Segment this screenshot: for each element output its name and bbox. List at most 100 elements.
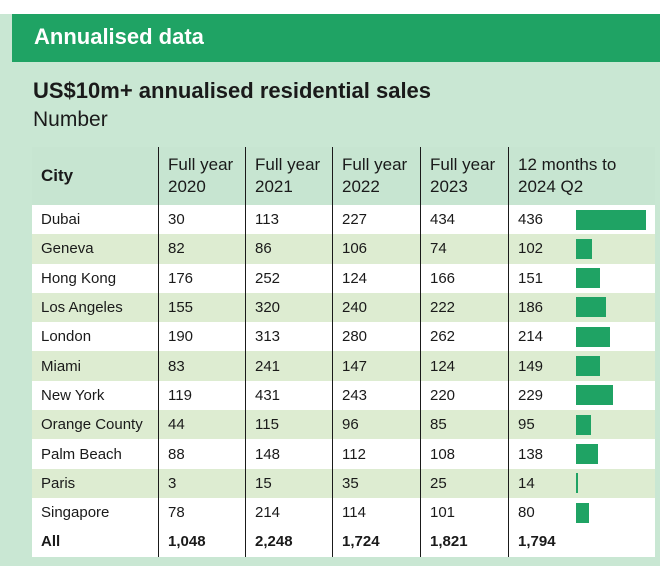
value-cell: 434: [420, 205, 508, 235]
city-cell: New York: [41, 386, 105, 404]
column-header: 12 months to 2024 Q2: [508, 147, 655, 205]
value-cell: 320: [245, 292, 332, 323]
value-cell: 155: [158, 292, 245, 323]
city-cell: Los Angeles: [41, 299, 123, 317]
value-cell: 35: [332, 468, 420, 498]
column-header-line: 2022: [342, 177, 380, 196]
column-header-line: 2020: [168, 177, 206, 196]
value-cell: 78: [158, 497, 245, 528]
table-row: London 190 313 280 262 214: [32, 322, 655, 352]
value-cell: 95: [508, 410, 655, 440]
total-value-cell: 2,248: [245, 527, 332, 557]
value-cell: 176: [158, 263, 245, 293]
data-bar: [576, 502, 589, 523]
data-bar: [576, 414, 592, 435]
data-bar: [576, 473, 579, 494]
total-value-cell: 1,724: [332, 527, 420, 557]
value-cell: 3: [158, 468, 245, 498]
value-cell: 115: [245, 410, 332, 440]
table-header-row: City Full year 2020 Full year 2021 Full year 2…: [32, 147, 655, 205]
value-cell: 113: [245, 205, 332, 235]
value-cell: 80: [508, 497, 655, 528]
table-row: Singapore 78 214 114 101 80: [32, 497, 655, 528]
value-cell: 262: [420, 322, 508, 352]
value-cell: 74: [420, 234, 508, 264]
table-total-row: All 1,048 2,248 1,724 1,821 1,794: [32, 527, 655, 557]
value-cell: 149: [508, 351, 655, 381]
value-cell: 243: [332, 380, 420, 411]
value-cell: 96: [332, 410, 420, 440]
value-cell: 119: [158, 380, 245, 411]
value-cell: 214: [508, 322, 655, 352]
total-value-cell: 1,794: [508, 527, 655, 557]
city-cell: Paris: [41, 474, 76, 492]
value-cell: 15: [245, 468, 332, 498]
table-row: Paris 3 15 35 25 14: [32, 468, 655, 498]
value-cell: 102: [508, 234, 655, 264]
value-cell: 30: [158, 205, 245, 235]
column-header-line: Full year: [255, 155, 321, 174]
data-bar: [576, 297, 606, 318]
column-header: City: [41, 166, 74, 185]
value-cell: 222: [420, 292, 508, 323]
city-cell: Miami: [41, 357, 81, 375]
column-header-line: Full year: [342, 155, 408, 174]
value-cell: 138: [508, 439, 655, 469]
value-cell: 147: [332, 351, 420, 381]
column-header-text: Full year 2022: [342, 154, 407, 198]
value-cell: 190: [158, 322, 245, 352]
city-cell: Geneva: [41, 240, 94, 258]
column-header-line: 2023: [430, 177, 468, 196]
value-cell: 85: [420, 410, 508, 440]
value-cell: 166: [420, 263, 508, 293]
value-cell: 241: [245, 351, 332, 381]
column-header: Full year 2021: [245, 147, 332, 205]
data-bar: [576, 238, 593, 259]
data-bar: [576, 385, 613, 406]
column-header-line: 2021: [255, 177, 293, 196]
sales-table: City Full year 2020 Full year 2021 Full year 2…: [32, 147, 655, 557]
value-cell: 124: [332, 263, 420, 293]
chart-title: US$10m+ annualised residential sales: [33, 78, 432, 103]
value-cell: 44: [158, 410, 245, 440]
column-header-text: Full year 2021: [255, 154, 320, 198]
city-cell: Hong Kong: [41, 269, 117, 287]
value-cell: 186: [508, 292, 655, 323]
table-row: New York 119 431 243 220 229: [32, 380, 655, 411]
value-cell: 14: [508, 468, 655, 498]
column-header-line: Full year: [168, 155, 234, 174]
city-cell: Orange County: [41, 416, 143, 434]
data-bar: [576, 326, 611, 347]
top-strip: [0, 0, 660, 14]
value-cell: 82: [158, 234, 245, 264]
value-cell: 83: [158, 351, 245, 381]
value-cell: 101: [420, 497, 508, 528]
table-row: Geneva 82 86 106 74 102: [32, 234, 655, 264]
table-row: Palm Beach 88 148 112 108 138: [32, 439, 655, 469]
city-cell: Singapore: [41, 504, 110, 522]
column-header-text: Full year 2020: [168, 154, 233, 198]
value-cell: 148: [245, 439, 332, 469]
total-value-cell: 1,821: [420, 527, 508, 557]
value-cell: 86: [245, 234, 332, 264]
city-cell: London: [41, 328, 92, 346]
value-cell: 240: [332, 292, 420, 323]
value-cell: 112: [332, 439, 420, 469]
value-cell: 214: [245, 497, 332, 528]
value-cell: 313: [245, 322, 332, 352]
value-cell: 25: [420, 468, 508, 498]
value-cell: 108: [420, 439, 508, 469]
value-cell: 106: [332, 234, 420, 264]
value-cell: 124: [420, 351, 508, 381]
data-bar: [576, 209, 646, 230]
column-header-line: Full year: [430, 155, 496, 174]
column-header-text: Full year 2023: [430, 154, 495, 198]
data-bar: [576, 443, 599, 464]
value-cell: 227: [332, 205, 420, 235]
value-cell: 252: [245, 263, 332, 293]
section-banner: Annualised data: [12, 14, 660, 62]
value-cell: 229: [508, 380, 655, 411]
value-cell: 88: [158, 439, 245, 469]
column-header: Full year 2023: [420, 147, 508, 205]
value-cell: 280: [332, 322, 420, 352]
